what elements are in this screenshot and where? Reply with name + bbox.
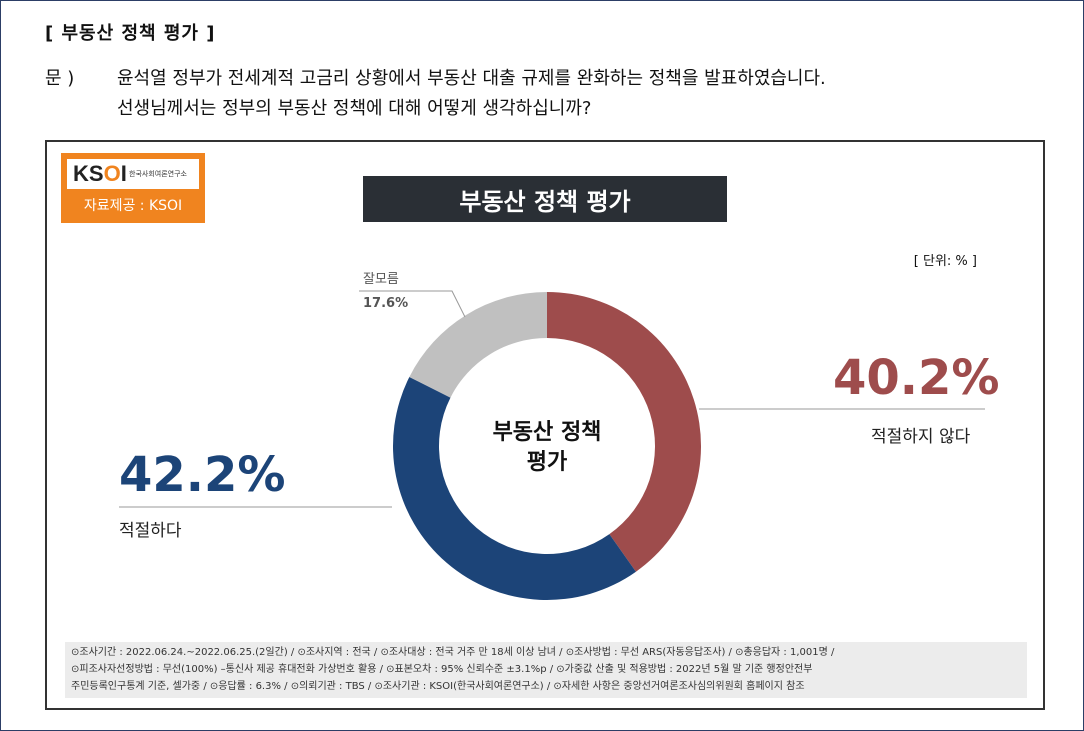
chart-title: 부동산 정책 평가 (363, 176, 727, 222)
slice-appropriate (393, 376, 636, 600)
donut-chart (119, 290, 985, 600)
slice-label-appropriate: 적절하다 (119, 521, 182, 541)
question-line-1: 윤석열 정부가 전세계적 고금리 상황에서 부동산 대출 규제를 완화하는 정책… (117, 68, 826, 89)
question-line-2: 선생님께서는 정부의 부동산 정책에 대해 어떻게 생각하십니까? (117, 98, 592, 119)
logo-subtitle: 한국사회여론연구소 (129, 170, 187, 178)
slice-not-appropriate (547, 292, 702, 572)
footnote-line-1: ⊙조사기간 : 2022.06.24.~2022.06.25.(2일간) / ⊙… (71, 647, 835, 658)
slice-label-dont-know: 잘모름 (363, 272, 399, 287)
center-label-line2: 평가 (526, 450, 568, 475)
footnote-line-2: ⊙피조사자선정방법 : 무선(100%) –통신사 제공 휴대전화 가상번호 활… (71, 664, 813, 675)
center-label-line1: 부동산 정책 (492, 420, 602, 445)
ksoi-logo: KSOI 한국사회여론연구소 자료제공 : KSOI (61, 153, 205, 223)
section-title: [ 부동산 정책 평가 ] (45, 23, 216, 44)
logo-inner: KSOI 한국사회여론연구소 (67, 159, 199, 189)
unit-label: [ 단위: % ] (913, 254, 977, 269)
survey-footnote: ⊙조사기간 : 2022.06.24.~2022.06.25.(2일간) / ⊙… (65, 642, 1027, 698)
chart-panel: KSOI 한국사회여론연구소 자료제공 : KSOI 부동산 정책 평가 [ 단… (45, 140, 1045, 710)
logo-mark: KSOI (73, 161, 127, 186)
footnote-line-3: 주민등록인구통계 기준, 셀가중 / ⊙응답률 : 6.3% / ⊙의뢰기관 :… (71, 681, 805, 692)
donut-center-label: 부동산 정책 평가 (431, 418, 663, 478)
slice-label-not-appropriate: 적절하지 않다 (871, 427, 971, 447)
slice-dont-know (409, 292, 547, 398)
slice-value-dont-know: 17.6% (363, 296, 409, 311)
slice-value-not-appropriate: 40.2% (833, 350, 1000, 406)
logo-caption: 자료제공 : KSOI (83, 198, 183, 214)
leader-line-dont-know (359, 290, 466, 318)
slice-value-appropriate: 42.2% (119, 447, 286, 503)
question-label: 문 ) (45, 68, 75, 89)
